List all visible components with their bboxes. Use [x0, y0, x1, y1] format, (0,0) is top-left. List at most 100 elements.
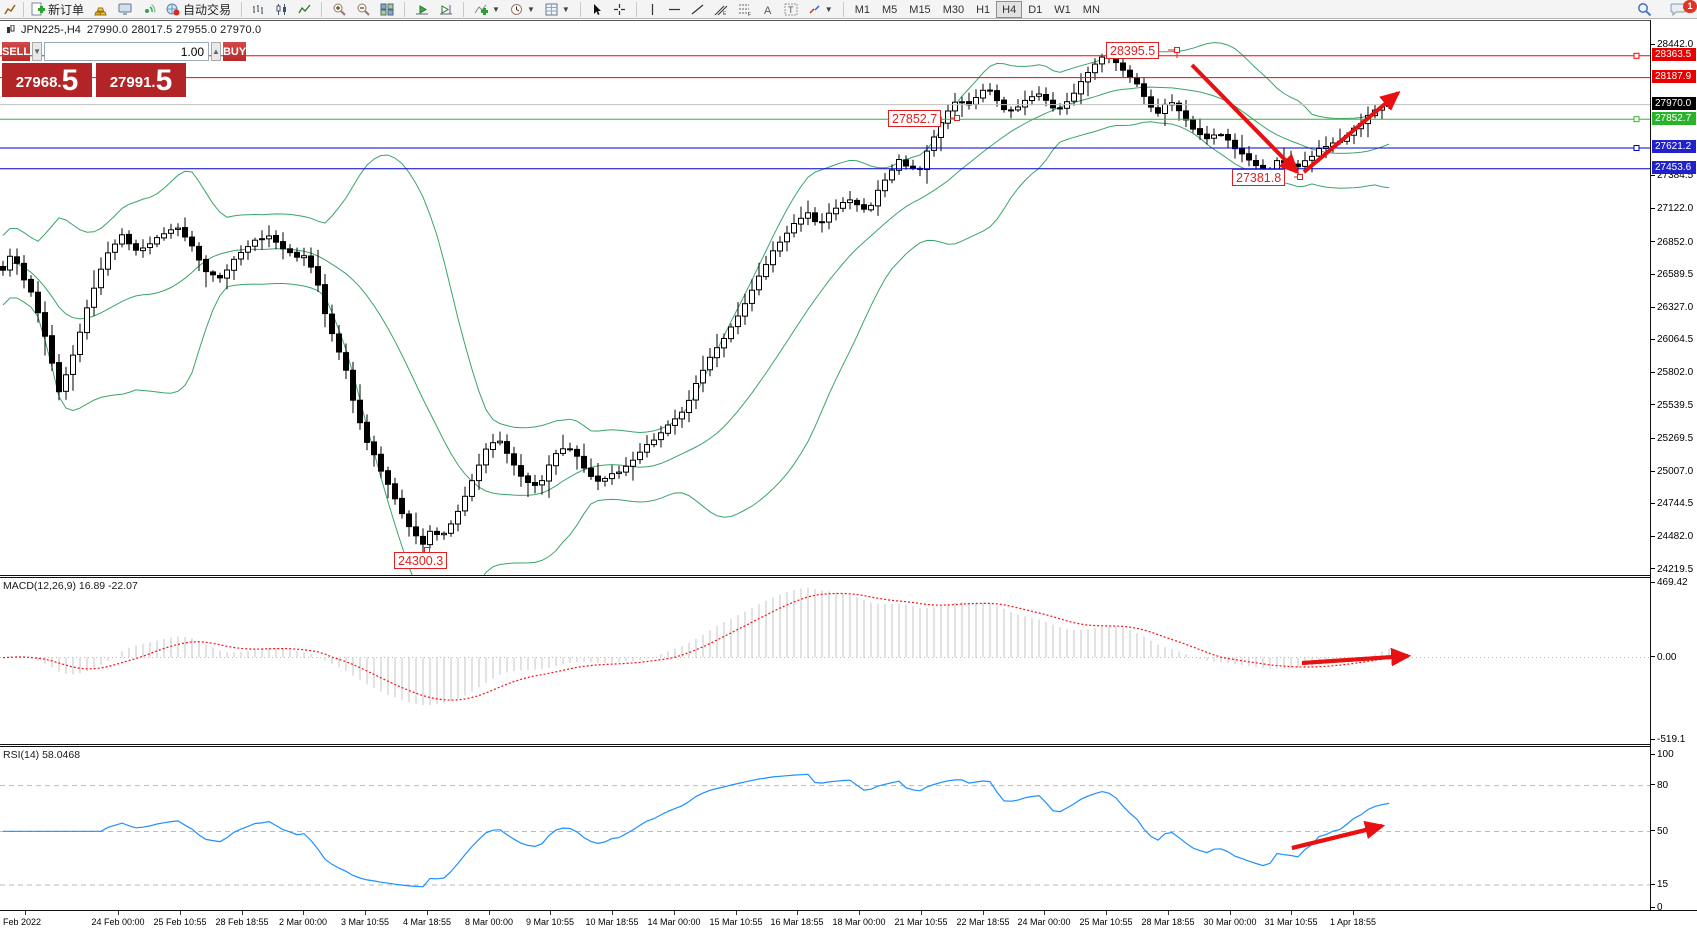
pane-divider-macd[interactable]: [0, 575, 1650, 578]
new-order-button[interactable]: 新订单: [26, 1, 89, 18]
signals-button[interactable]: [137, 1, 161, 18]
zoom-out-button[interactable]: [351, 1, 375, 18]
time-axis-label: 14 Mar 00:00: [647, 917, 701, 927]
line-chart-button[interactable]: [293, 1, 316, 18]
time-axis-tick: [427, 911, 428, 915]
top-toolbar: 新订单: [0, 0, 1697, 19]
time-axis-label: 10 Mar 18:55: [585, 917, 639, 927]
time-axis-tick: [983, 911, 984, 915]
time-axis-label: 25 Mar 10:55: [1079, 917, 1133, 927]
text-button[interactable]: A: [757, 1, 779, 18]
zoom-in-button[interactable]: [327, 1, 351, 18]
time-axis-tick: [1106, 911, 1107, 915]
autotrade-button[interactable]: 自动交易: [161, 1, 236, 18]
shapes-button[interactable]: ▼: [803, 1, 838, 18]
price-axis-tick: 50: [1651, 826, 1668, 837]
horizontal-line-button[interactable]: [663, 1, 686, 18]
search-button[interactable]: [1632, 1, 1657, 18]
volume-input[interactable]: [44, 42, 210, 61]
ask-tile[interactable]: 27991. 5: [96, 63, 186, 97]
trendline-button[interactable]: [686, 1, 709, 18]
price-annotation[interactable]: 24300.3: [394, 552, 448, 569]
rsi-line: [3, 773, 1390, 888]
ohlc-header: JPN225-,H4 27990.0 28017.5 27955.0 27970…: [6, 24, 261, 36]
price-axis[interactable]: 28442.0 27384.5 27122.0 26852.0 26589.5 26327…: [1651, 20, 1697, 913]
auto-scroll-icon: [416, 4, 429, 14]
vertical-line-button[interactable]: [642, 1, 663, 18]
candlestick-icon: [276, 3, 287, 15]
timeframe-button-m30[interactable]: M30: [942, 3, 965, 16]
time-axis-label: 28 Mar 18:55: [1141, 917, 1195, 927]
time-axis-tick: [1353, 911, 1354, 915]
zoom-in-icon: [333, 3, 346, 16]
trend-arrow[interactable]: [1291, 821, 1386, 850]
crosshair-button[interactable]: [608, 1, 631, 18]
time-axis-tick: [25, 911, 26, 915]
price-axis-tick: -519.1: [1651, 734, 1685, 745]
price-axis-tick: 25269.5: [1651, 433, 1693, 444]
fibonacci-button[interactable]: F: [733, 1, 757, 18]
price-annotation[interactable]: 27852.7: [888, 110, 942, 127]
time-axis[interactable]: Feb 2022 24 Feb 00:00 25 Feb 10:55 28 Feb 1…: [0, 911, 1697, 933]
fibonacci-icon: F: [738, 4, 751, 16]
indicators-button[interactable]: ▼: [469, 1, 505, 18]
time-axis-label: 4 Mar 18:55: [402, 917, 452, 927]
ohlc-values: 27990.0 28017.5 27955.0 27970.0: [86, 24, 262, 36]
price-annotation[interactable]: 27381.8: [1232, 169, 1286, 186]
sell-button[interactable]: SELL: [2, 42, 31, 61]
auto-scroll-button[interactable]: [410, 1, 434, 18]
main-chart-pane[interactable]: 28395.5 27852.7 27381.8 24300.3: [0, 20, 1650, 576]
time-axis-tick: [921, 911, 922, 915]
rsi-pane[interactable]: RSI(14) 58.0468: [0, 747, 1650, 910]
trend-arrow[interactable]: [1301, 647, 1412, 667]
buy-button[interactable]: BUY: [222, 42, 247, 61]
trend-arrow[interactable]: [1190, 63, 1300, 175]
price-axis-tick: 27384.5: [1651, 170, 1693, 181]
ask-price-big: 5: [155, 64, 173, 97]
time-axis-label: 31 Mar 10:55: [1264, 917, 1318, 927]
chart-shift-button[interactable]: [434, 1, 458, 18]
vertical-line-icon: [651, 3, 653, 15]
timeframe-button-m1[interactable]: M1: [854, 3, 870, 16]
timeframe-button-h4[interactable]: H4: [996, 0, 1023, 18]
price-axis-tick: 27122.0: [1651, 203, 1693, 214]
timeframe-button-m15[interactable]: M15: [909, 3, 931, 16]
label-button[interactable]: T: [779, 1, 803, 18]
periods-button[interactable]: ▼: [505, 1, 540, 18]
time-axis-label: 25 Feb 10:55: [153, 917, 207, 927]
svg-text:T: T: [788, 5, 794, 15]
bid-tile[interactable]: 27968. 5: [2, 63, 92, 97]
candlestick-button[interactable]: [270, 1, 293, 18]
timeframe-button-h1[interactable]: H1: [976, 3, 991, 16]
price-axis-tick: 28442.0: [1651, 39, 1693, 50]
tile-windows-button[interactable]: [375, 1, 399, 18]
templates-button[interactable]: ▼: [540, 1, 575, 18]
terminal-button[interactable]: [113, 1, 137, 18]
chat-button[interactable]: 1: [1665, 0, 1697, 18]
price-axis-tick: 24219.5: [1651, 564, 1693, 575]
time-axis-tick: [1291, 911, 1292, 915]
timeframe-button-mn[interactable]: MN: [1082, 3, 1100, 16]
cursor-button[interactable]: [586, 1, 608, 18]
time-axis-tick: [859, 911, 860, 915]
time-axis-tick: [365, 911, 366, 915]
price-axis-tick: 24482.0: [1651, 531, 1693, 542]
macd-signal-line: [2, 592, 1390, 701]
trend-arrow[interactable]: [1302, 90, 1401, 174]
time-axis-label: 28 Feb 18:55: [215, 917, 269, 927]
bar-chart-button[interactable]: [247, 1, 270, 18]
timeframe-button-w1[interactable]: W1: [1054, 3, 1071, 16]
tile-windows-icon: [380, 3, 394, 15]
chart-window-icon[interactable]: [3, 1, 21, 18]
pane-divider-rsi[interactable]: [0, 744, 1650, 747]
price-annotation[interactable]: 28395.5: [1106, 42, 1160, 59]
timeframe-button-m5[interactable]: M5: [882, 3, 898, 16]
volume-up-button[interactable]: ▲: [211, 42, 221, 61]
price-line-badge: 27970.0: [1652, 97, 1696, 111]
market-watch-button[interactable]: [89, 1, 113, 18]
volume-down-button[interactable]: ▼: [32, 42, 43, 61]
equidistant-channel-button[interactable]: E: [709, 1, 733, 18]
macd-pane[interactable]: MACD(12,26,9) 16.89 -22.07: [0, 578, 1650, 744]
timeframe-button-d1[interactable]: D1: [1028, 3, 1043, 16]
